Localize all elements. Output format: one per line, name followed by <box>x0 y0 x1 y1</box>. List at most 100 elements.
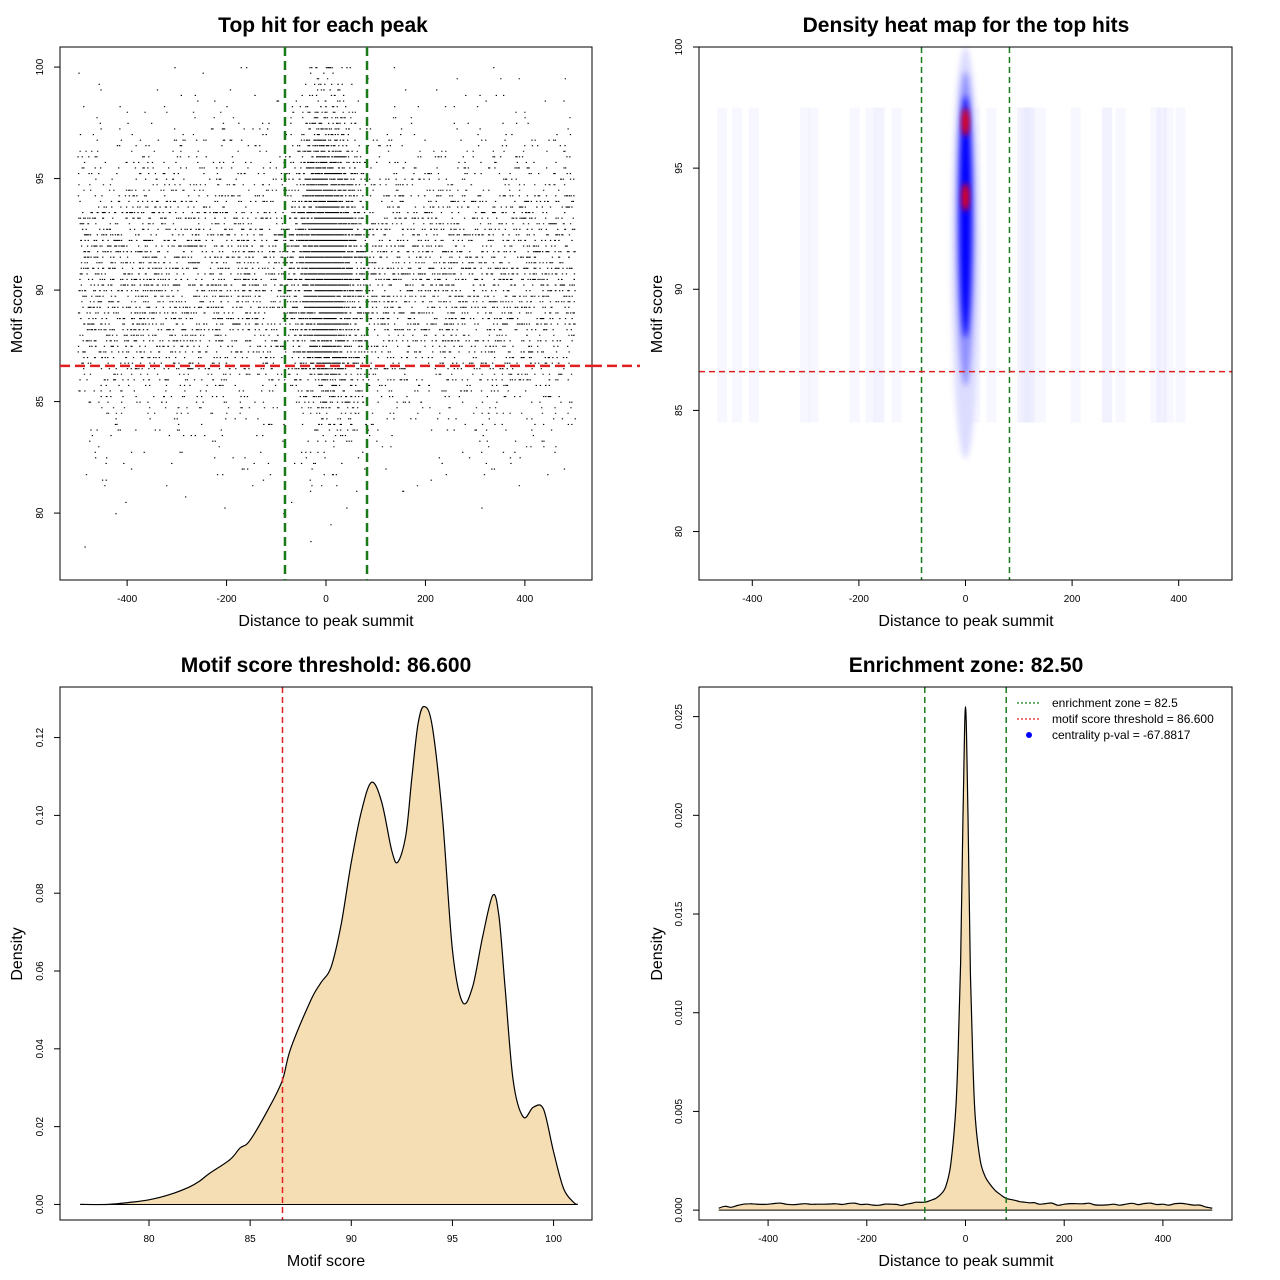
heatmap-faint-band <box>1023 107 1034 423</box>
legend-pval-dot <box>1026 732 1032 738</box>
heatmap-y-tick-label: 95 <box>674 162 685 174</box>
scatter-x-tick-label: 0 <box>323 594 329 605</box>
score-density-xlabel: Motif score <box>287 1253 365 1270</box>
score-density-x-tick-label: 85 <box>245 1234 257 1245</box>
distance-density-x-tick-label: 400 <box>1155 1234 1172 1245</box>
heatmap-x-tick-label: -400 <box>742 594 762 605</box>
heatmap-faint-band <box>986 107 997 423</box>
score-density-y-tick-label: 0.10 <box>35 805 46 825</box>
scatter-x-tick-label: -200 <box>217 594 237 605</box>
heatmap-faint-band <box>1101 107 1112 423</box>
heatmap-y-tick-label: 90 <box>674 283 685 295</box>
heatmap-faint-band <box>875 107 886 423</box>
distance-density-y-tick-label: 0.010 <box>674 1000 685 1025</box>
heatmap-x-tick-label: 200 <box>1064 594 1081 605</box>
heatmap-faint-band <box>1035 107 1046 423</box>
scatter-xlabel: Distance to peak summit <box>238 613 414 630</box>
score-density-y-tick-label: 0.04 <box>35 1039 46 1059</box>
heatmap-faint-band <box>748 107 759 423</box>
distance-density-xlabel: Distance to peak summit <box>878 1253 1054 1270</box>
heatmap-y-tick-label: 80 <box>674 526 685 538</box>
scatter-x-tick-label: 200 <box>417 594 434 605</box>
score-density-plot-frame <box>59 686 593 1221</box>
score-density-y-tick-label: 0.00 <box>35 1194 46 1214</box>
heatmap-faint-band <box>732 107 743 423</box>
heatmap-faint-band <box>1115 107 1126 423</box>
heatmap-faint-band <box>1016 107 1027 423</box>
score-density-ylabel: Density <box>9 927 26 980</box>
heatmap-ylabel: Motif score <box>649 275 666 353</box>
heatmap-faint-band <box>1018 107 1029 423</box>
scatter-ylabel: Motif score <box>9 275 26 353</box>
heatmap-x-tick-label: -200 <box>849 594 869 605</box>
distance-density-y-tick-label: 0.005 <box>674 1098 685 1123</box>
distance-density-x-tick-label: 200 <box>1056 1234 1073 1245</box>
distance-density-area <box>718 706 1213 1211</box>
heatmap-faint-band <box>865 107 876 423</box>
heatmap-title: Density heat map for the top hits <box>803 14 1130 37</box>
heatmap-column-core <box>959 95 972 338</box>
heatmap-faint-band <box>1021 107 1032 423</box>
distance-density-plot-area: -400 -200 0 200 400 0.000 0.005 0.010 0.015 0.020… <box>674 686 1233 1245</box>
score-density-y-tick-label: 0.02 <box>35 1116 46 1136</box>
heatmap-panel: Density heat map for the top hits Distan… <box>649 14 1233 630</box>
scatter-y-tick-label: 100 <box>35 58 46 75</box>
heatmap-hotspot-2 <box>962 108 969 137</box>
distance-density-ylabel: Density <box>649 927 666 980</box>
scatter-points <box>77 67 576 548</box>
score-density-area <box>80 706 578 1205</box>
heatmap-faint-band <box>1025 107 1036 423</box>
score-density-x-tick-label: 80 <box>143 1234 155 1245</box>
heatmap-faint-band <box>873 107 884 423</box>
heatmap-faint-band <box>1163 107 1174 423</box>
heatmap-faint-band <box>1025 107 1036 423</box>
distance-density-legend: enrichment zone = 82.5 motif score thresh… <box>1017 696 1214 742</box>
distance-density-y-tick-label: 0.015 <box>674 901 685 926</box>
heatmap-faint-band <box>799 107 810 423</box>
heatmap-faint-band <box>849 107 860 423</box>
heatmap-faint-band <box>808 107 819 423</box>
score-density-x-tick-label: 100 <box>545 1234 562 1245</box>
scatter-y-tick-label: 90 <box>35 284 46 296</box>
heatmap-faint-band <box>1156 107 1167 423</box>
distance-density-panel: Enrichment zone: 82.50 Distance to peak … <box>649 654 1233 1270</box>
scatter-y-tick-label: 80 <box>35 507 46 519</box>
heatmap-x-tick-label: 0 <box>963 594 969 605</box>
heatmap-xlabel: Distance to peak summit <box>878 613 1054 630</box>
distance-density-x-tick-label: -200 <box>857 1234 877 1245</box>
distance-density-y-tick-label: 0.020 <box>674 802 685 827</box>
score-density-curve <box>80 705 579 1206</box>
heatmap-faint-band <box>717 107 728 423</box>
distance-density-y-tick-label: 0.025 <box>674 704 685 729</box>
heatmap-faint-band <box>1175 107 1186 423</box>
distance-density-curve <box>718 706 1213 1209</box>
score-density-x-tick-label: 95 <box>447 1234 459 1245</box>
distance-density-title: Enrichment zone: 82.50 <box>849 654 1084 677</box>
heatmap-faint-band <box>1102 107 1113 423</box>
scatter-x-tick-label: -400 <box>117 594 137 605</box>
scatter-x-tick-label: 400 <box>517 594 534 605</box>
heatmap-y-tick-label: 100 <box>674 38 685 55</box>
distance-density-x-tick-label: -400 <box>758 1234 778 1245</box>
heatmap-y-tick-label: 85 <box>674 404 685 416</box>
scatter-y-tick-label: 85 <box>35 396 46 408</box>
heatmap-x-tick-label: 400 <box>1170 594 1187 605</box>
score-density-panel: Motif score threshold: 86.600 Motif scor… <box>9 654 593 1270</box>
score-density-y-tick-label: 0.12 <box>35 727 46 747</box>
legend-entry-label: enrichment zone = 82.5 <box>1052 696 1178 710</box>
heatmap-faint-band <box>1150 107 1161 423</box>
heatmap-hotspot-1 <box>962 183 969 212</box>
heatmap-faint-band <box>891 107 902 423</box>
score-density-y-tick-label: 0.08 <box>35 883 46 903</box>
scatter-title: Top hit for each peak <box>218 14 428 37</box>
legend-entry-label: motif score threshold = 86.600 <box>1052 712 1214 726</box>
scatter-panel: Top hit for each peak Distance to peak s… <box>9 14 640 630</box>
distance-density-y-tick-label: 0.000 <box>674 1197 685 1222</box>
distance-density-x-tick-label: 0 <box>963 1234 969 1245</box>
score-density-x-tick-label: 90 <box>346 1234 358 1245</box>
scatter-y-tick-label: 95 <box>35 173 46 185</box>
scatter-plot-area: -400 -200 0 200 400 80 85 90 95 100 <box>35 46 640 605</box>
score-density-title: Motif score threshold: 86.600 <box>181 654 472 677</box>
heatmap-plot-area: -400 -200 0 200 400 80 85 90 95 100 <box>674 38 1233 605</box>
